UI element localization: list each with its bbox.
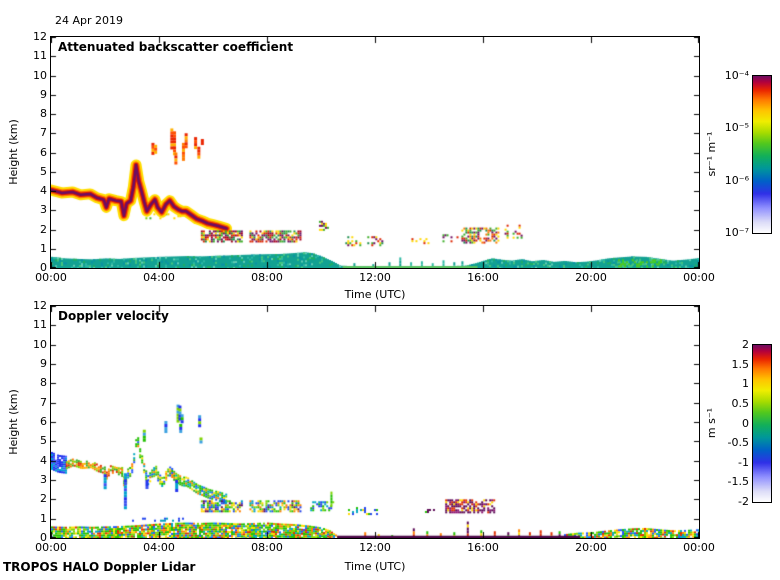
plot1-x-axis-label: Time (UTC) <box>344 288 406 301</box>
y-tick-label: 7 <box>40 126 47 140</box>
x-tick-label: 00:00 <box>35 271 67 284</box>
y-tick-label: 10 <box>33 337 47 351</box>
y-tick-label: 1 <box>40 511 47 525</box>
x-tick-label: 08:00 <box>251 271 283 284</box>
y-tick-label: 0 <box>40 531 47 544</box>
y-tick-label: 4 <box>40 453 47 467</box>
plot2-x-axis-label: Time (UTC) <box>344 560 406 573</box>
plot2-title: Doppler velocity <box>58 309 169 323</box>
backscatter-heatmap <box>50 36 700 269</box>
colorbar-tick-label: 2 <box>742 338 749 351</box>
y-tick-label: 3 <box>40 473 47 486</box>
colorbar-tick-label: 10⁻⁶ <box>724 173 749 187</box>
backscatter-colorbar <box>752 75 772 234</box>
colorbar-tick-label: 10⁻⁴ <box>724 69 749 82</box>
y-tick-label: 11 <box>33 318 47 332</box>
y-tick-label: 0 <box>40 261 47 274</box>
colorbar-tick-label: 10⁻⁵ <box>724 121 749 135</box>
colorbar-tick-label: 1.5 <box>731 357 750 371</box>
x-tick-label: 08:00 <box>251 541 283 554</box>
y-tick-label: 4 <box>40 184 47 197</box>
y-tick-label: 9 <box>40 357 47 370</box>
x-tick-label: 12:00 <box>359 541 391 554</box>
colorbar-tick-label: -0.5 <box>727 436 749 450</box>
doppler-colorbar <box>752 344 772 503</box>
instrument-label: TROPOS HALO Doppler Lidar <box>3 560 196 574</box>
y-tick-label: 5 <box>40 164 47 178</box>
y-tick-label: 7 <box>40 395 47 409</box>
x-tick-label: 20:00 <box>575 271 607 284</box>
plot2-y-axis-label: Height (km) <box>7 389 20 455</box>
x-tick-label: 00:00 <box>683 541 715 554</box>
y-tick-label: 3 <box>40 203 47 217</box>
plot1-title: Attenuated backscatter coefficient <box>58 40 294 54</box>
y-tick-label: 6 <box>40 145 47 159</box>
colorbar-tick-label: 1 <box>742 377 749 391</box>
colorbar-tick-label: 10⁻⁷ <box>724 226 749 239</box>
colorbar-tick-label: 0 <box>742 416 749 430</box>
plot1-y-axis-label: Height (km) <box>7 119 20 185</box>
colorbar-tick-label: -1 <box>738 455 749 469</box>
y-tick-label: 5 <box>40 434 47 448</box>
doppler-colorbar-unit-label: m s⁻¹ <box>705 407 718 439</box>
x-tick-label: 20:00 <box>575 541 607 554</box>
y-tick-label: 9 <box>40 87 47 101</box>
x-tick-label: 04:00 <box>143 541 175 554</box>
x-tick-label: 16:00 <box>467 541 499 554</box>
y-tick-label: 12 <box>33 30 47 43</box>
y-tick-label: 6 <box>40 415 47 428</box>
y-tick-label: 11 <box>33 49 47 63</box>
y-tick-label: 1 <box>40 241 47 255</box>
x-tick-label: 00:00 <box>35 541 67 554</box>
backscatter-colorbar-unit-label: sr⁻¹ m⁻¹ <box>705 131 718 177</box>
colorbar-tick-label: -2 <box>738 495 749 508</box>
y-tick-label: 12 <box>33 299 47 312</box>
y-tick-label: 2 <box>40 492 47 506</box>
x-tick-label: 04:00 <box>143 271 175 284</box>
x-tick-label: 00:00 <box>683 271 715 284</box>
y-tick-label: 2 <box>40 222 47 236</box>
y-tick-label: 8 <box>40 107 47 120</box>
y-tick-label: 8 <box>40 376 47 390</box>
colorbar-tick-label: -1.5 <box>727 475 749 489</box>
doppler-heatmap <box>50 305 700 539</box>
colorbar-tick-label: 0.5 <box>731 396 750 410</box>
y-tick-label: 10 <box>33 68 47 82</box>
x-tick-label: 12:00 <box>359 271 391 284</box>
x-tick-label: 16:00 <box>467 271 499 284</box>
date-label: 24 Apr 2019 <box>55 14 124 27</box>
